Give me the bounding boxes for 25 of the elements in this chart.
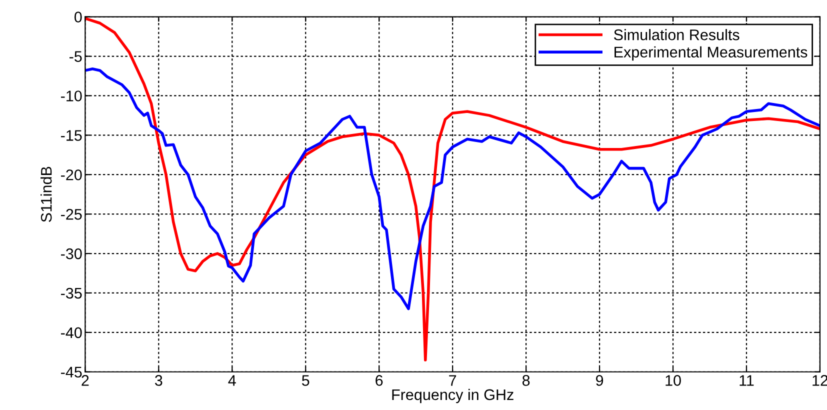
y-tick-label: -25 bbox=[61, 208, 82, 220]
x-tick-label: 8 bbox=[522, 375, 530, 386]
y-tick-label: -20 bbox=[61, 169, 82, 180]
x-axis-title: Frequency in GHz bbox=[392, 388, 514, 404]
y-tick-label: -45 bbox=[61, 366, 82, 378]
x-tick-label: 4 bbox=[228, 375, 236, 386]
x-tick-label: 9 bbox=[596, 375, 604, 386]
x-tick-label: 10 bbox=[666, 375, 681, 386]
y-tick-label: -15 bbox=[61, 130, 82, 141]
x-tick-label: 6 bbox=[376, 375, 383, 386]
x-tick-label: 5 bbox=[302, 375, 310, 386]
y-tick-label: -40 bbox=[61, 327, 82, 338]
x-tick-label: 3 bbox=[154, 375, 162, 386]
x-tick-label: 11 bbox=[740, 375, 754, 386]
x-tick-label: 2 bbox=[82, 375, 89, 386]
y-tick-label: 0 bbox=[74, 12, 82, 22]
y-axis-title: S11indB bbox=[40, 166, 52, 222]
x-tick-label: 7 bbox=[449, 375, 456, 386]
line-series bbox=[85, 67, 820, 310]
y-tick-label: -30 bbox=[61, 248, 82, 260]
y-tick-label: -5 bbox=[70, 51, 82, 62]
legend-label: Experimental Measurements bbox=[614, 46, 808, 61]
y-tick-label: -10 bbox=[61, 90, 82, 102]
y-tick-label: -35 bbox=[61, 288, 82, 299]
legend-label: Simulation Results bbox=[614, 29, 740, 40]
